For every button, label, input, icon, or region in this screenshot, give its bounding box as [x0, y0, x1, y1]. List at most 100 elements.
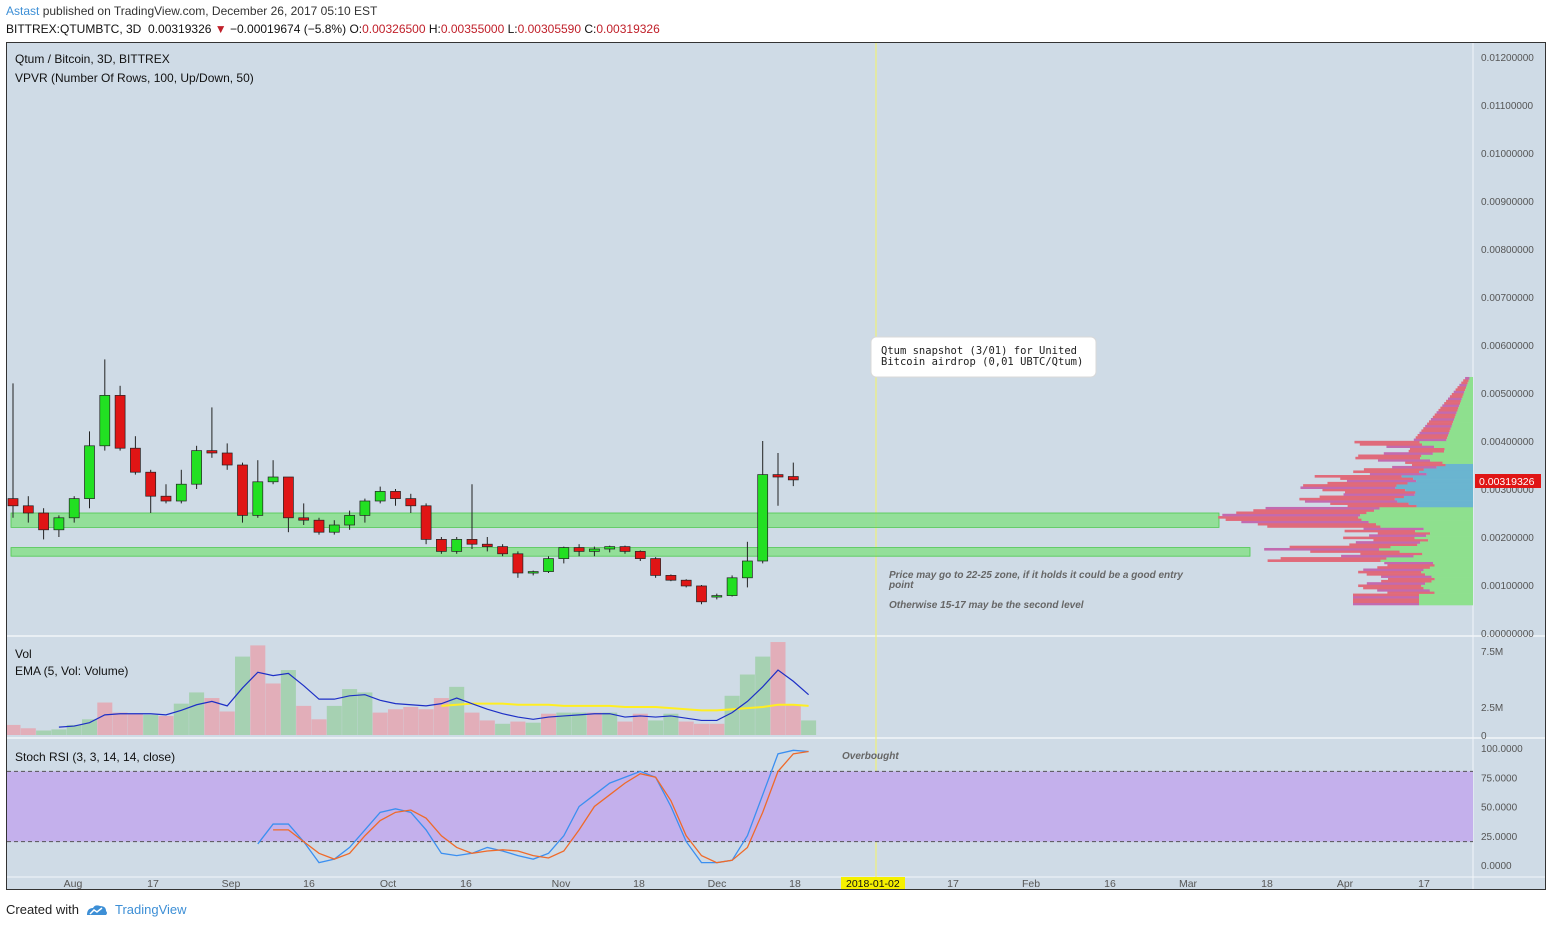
vpvr-row-down — [1427, 422, 1453, 426]
vpvr-row-up — [1416, 479, 1473, 483]
vpvr-row-up — [1429, 566, 1473, 569]
vpvr-row-down — [1366, 573, 1426, 576]
vpvr-row-up — [1462, 395, 1473, 398]
symbol-header: BITTREX:QTUMBTC, 3D 0.00319326 ▼ −0.0001… — [6, 22, 660, 36]
vpvr-row-up — [1399, 550, 1473, 553]
stoch-tick-label: 100.0000 — [1481, 744, 1523, 755]
volume-bar — [311, 719, 327, 735]
vpvr-row-down — [1457, 386, 1467, 389]
vpvr-row-down — [1386, 445, 1435, 448]
vpvr-row-down — [1381, 575, 1432, 578]
vpvr-row-up — [1469, 376, 1473, 380]
volume-bar — [464, 712, 480, 735]
support-zone — [10, 547, 1251, 557]
volume-bar — [755, 656, 771, 735]
candle-body — [99, 395, 111, 447]
volume-bar — [219, 711, 235, 735]
volume-bar — [663, 713, 679, 735]
chart-frame[interactable]: 0.01200000 0.01100000 0.01000000 0.00900000… — [6, 42, 1546, 890]
vpvr-row-down — [1345, 490, 1416, 494]
overbought-label: Overbought — [842, 751, 899, 762]
vpvr-row-down — [1461, 381, 1468, 385]
vpvr-row-down — [1299, 497, 1395, 501]
vpvr-row-down — [1408, 449, 1445, 453]
vpvr-row-up — [1413, 554, 1473, 558]
vpvr-row-up — [1457, 408, 1473, 412]
vpvr-row-up — [1360, 513, 1473, 517]
vpvr-row-down — [1310, 550, 1400, 553]
vpvr-row-down — [1353, 593, 1419, 597]
vpvr-row-down — [1363, 527, 1424, 531]
candle-body — [726, 577, 738, 596]
vpvr-row-down — [1411, 463, 1446, 467]
candle-body — [53, 517, 65, 531]
candle-body — [772, 474, 784, 478]
vpvr-row-up — [1467, 381, 1473, 385]
vpvr-row-up — [1415, 490, 1473, 494]
candle-body — [589, 548, 600, 552]
volume-bar — [66, 724, 82, 735]
candle-body — [328, 524, 340, 533]
volume-bar — [510, 721, 526, 735]
vpvr-row-up — [1401, 475, 1473, 478]
price-tick-label: 0.01000000 — [1481, 149, 1534, 160]
price-tag: 0.00319326 — [1479, 476, 1535, 488]
candle-body — [221, 452, 233, 466]
stoch-tick-label: 75.0000 — [1481, 773, 1518, 784]
stoch-tick-label: 0.0000 — [1481, 861, 1512, 872]
vpvr-row-up — [1423, 568, 1473, 572]
time-tick-label: 18 — [789, 878, 801, 889]
open-label: O: — [349, 22, 363, 36]
candle-body — [175, 483, 187, 502]
vpvr-row-down — [1267, 525, 1381, 528]
vpvr-row-down — [1409, 447, 1445, 451]
vpvr-row-up — [1446, 438, 1473, 442]
chart-canvas[interactable]: 0.01200000 0.01100000 0.01000000 0.00900000… — [7, 43, 1545, 889]
candle-body — [68, 498, 80, 519]
price-tick-label: 0.01200000 — [1481, 53, 1534, 64]
candle-body — [7, 498, 19, 507]
vpvr-row-up — [1374, 509, 1473, 512]
volume-sma-line — [441, 702, 809, 712]
stoch-tick-label: 50.0000 — [1481, 803, 1518, 814]
callout-line-1: Qtum snapshot (3/01) for United — [881, 345, 1077, 357]
vpvr-row-up — [1448, 433, 1473, 437]
volume-bar — [724, 695, 740, 735]
time-tick-label: 17 — [147, 878, 159, 889]
vpvr-row-up — [1453, 420, 1473, 423]
close-value: 0.00319326 — [596, 22, 660, 36]
vpvr-row-down — [1267, 559, 1381, 562]
vpvr-row-up — [1420, 541, 1473, 544]
volume-bar — [770, 642, 786, 735]
candle-body — [634, 551, 646, 559]
vpvr-row-up — [1425, 582, 1473, 585]
vpvr-row-up — [1421, 570, 1473, 574]
volume-bar — [296, 705, 312, 735]
tradingview-link[interactable]: TradingView — [114, 902, 187, 917]
low-value: 0.00305590 — [517, 22, 582, 36]
volume-bar — [189, 692, 205, 735]
price-tick-label: 0.00100000 — [1481, 581, 1534, 592]
vpvr-row-down — [1363, 568, 1424, 572]
vpvr-row-down — [1387, 577, 1435, 581]
candle-body — [619, 546, 631, 552]
vpvr-row-down — [1346, 479, 1417, 483]
volume-bars — [7, 642, 817, 735]
vpvr-row-down — [1451, 392, 1464, 396]
vpvr-row-up — [1451, 424, 1473, 428]
vpvr-row-up — [1460, 399, 1473, 403]
author-link[interactable]: Astast — [6, 4, 40, 18]
volume-bar — [678, 721, 694, 735]
vpvr-row-up — [1420, 456, 1473, 460]
volume-ema-line — [58, 669, 809, 728]
candle-body — [558, 547, 570, 559]
callout-box[interactable] — [870, 336, 1097, 378]
published-text: published on TradingView.com, December 2… — [42, 4, 378, 18]
stoch-lines — [257, 749, 809, 864]
vpvr-row-up — [1415, 529, 1473, 533]
vpvr-row-up — [1449, 429, 1473, 433]
vpvr-row-up — [1380, 525, 1473, 528]
price-tick-label: 0.00200000 — [1481, 533, 1534, 544]
vpvr-row-down — [1360, 552, 1423, 556]
candle-body — [527, 571, 539, 574]
